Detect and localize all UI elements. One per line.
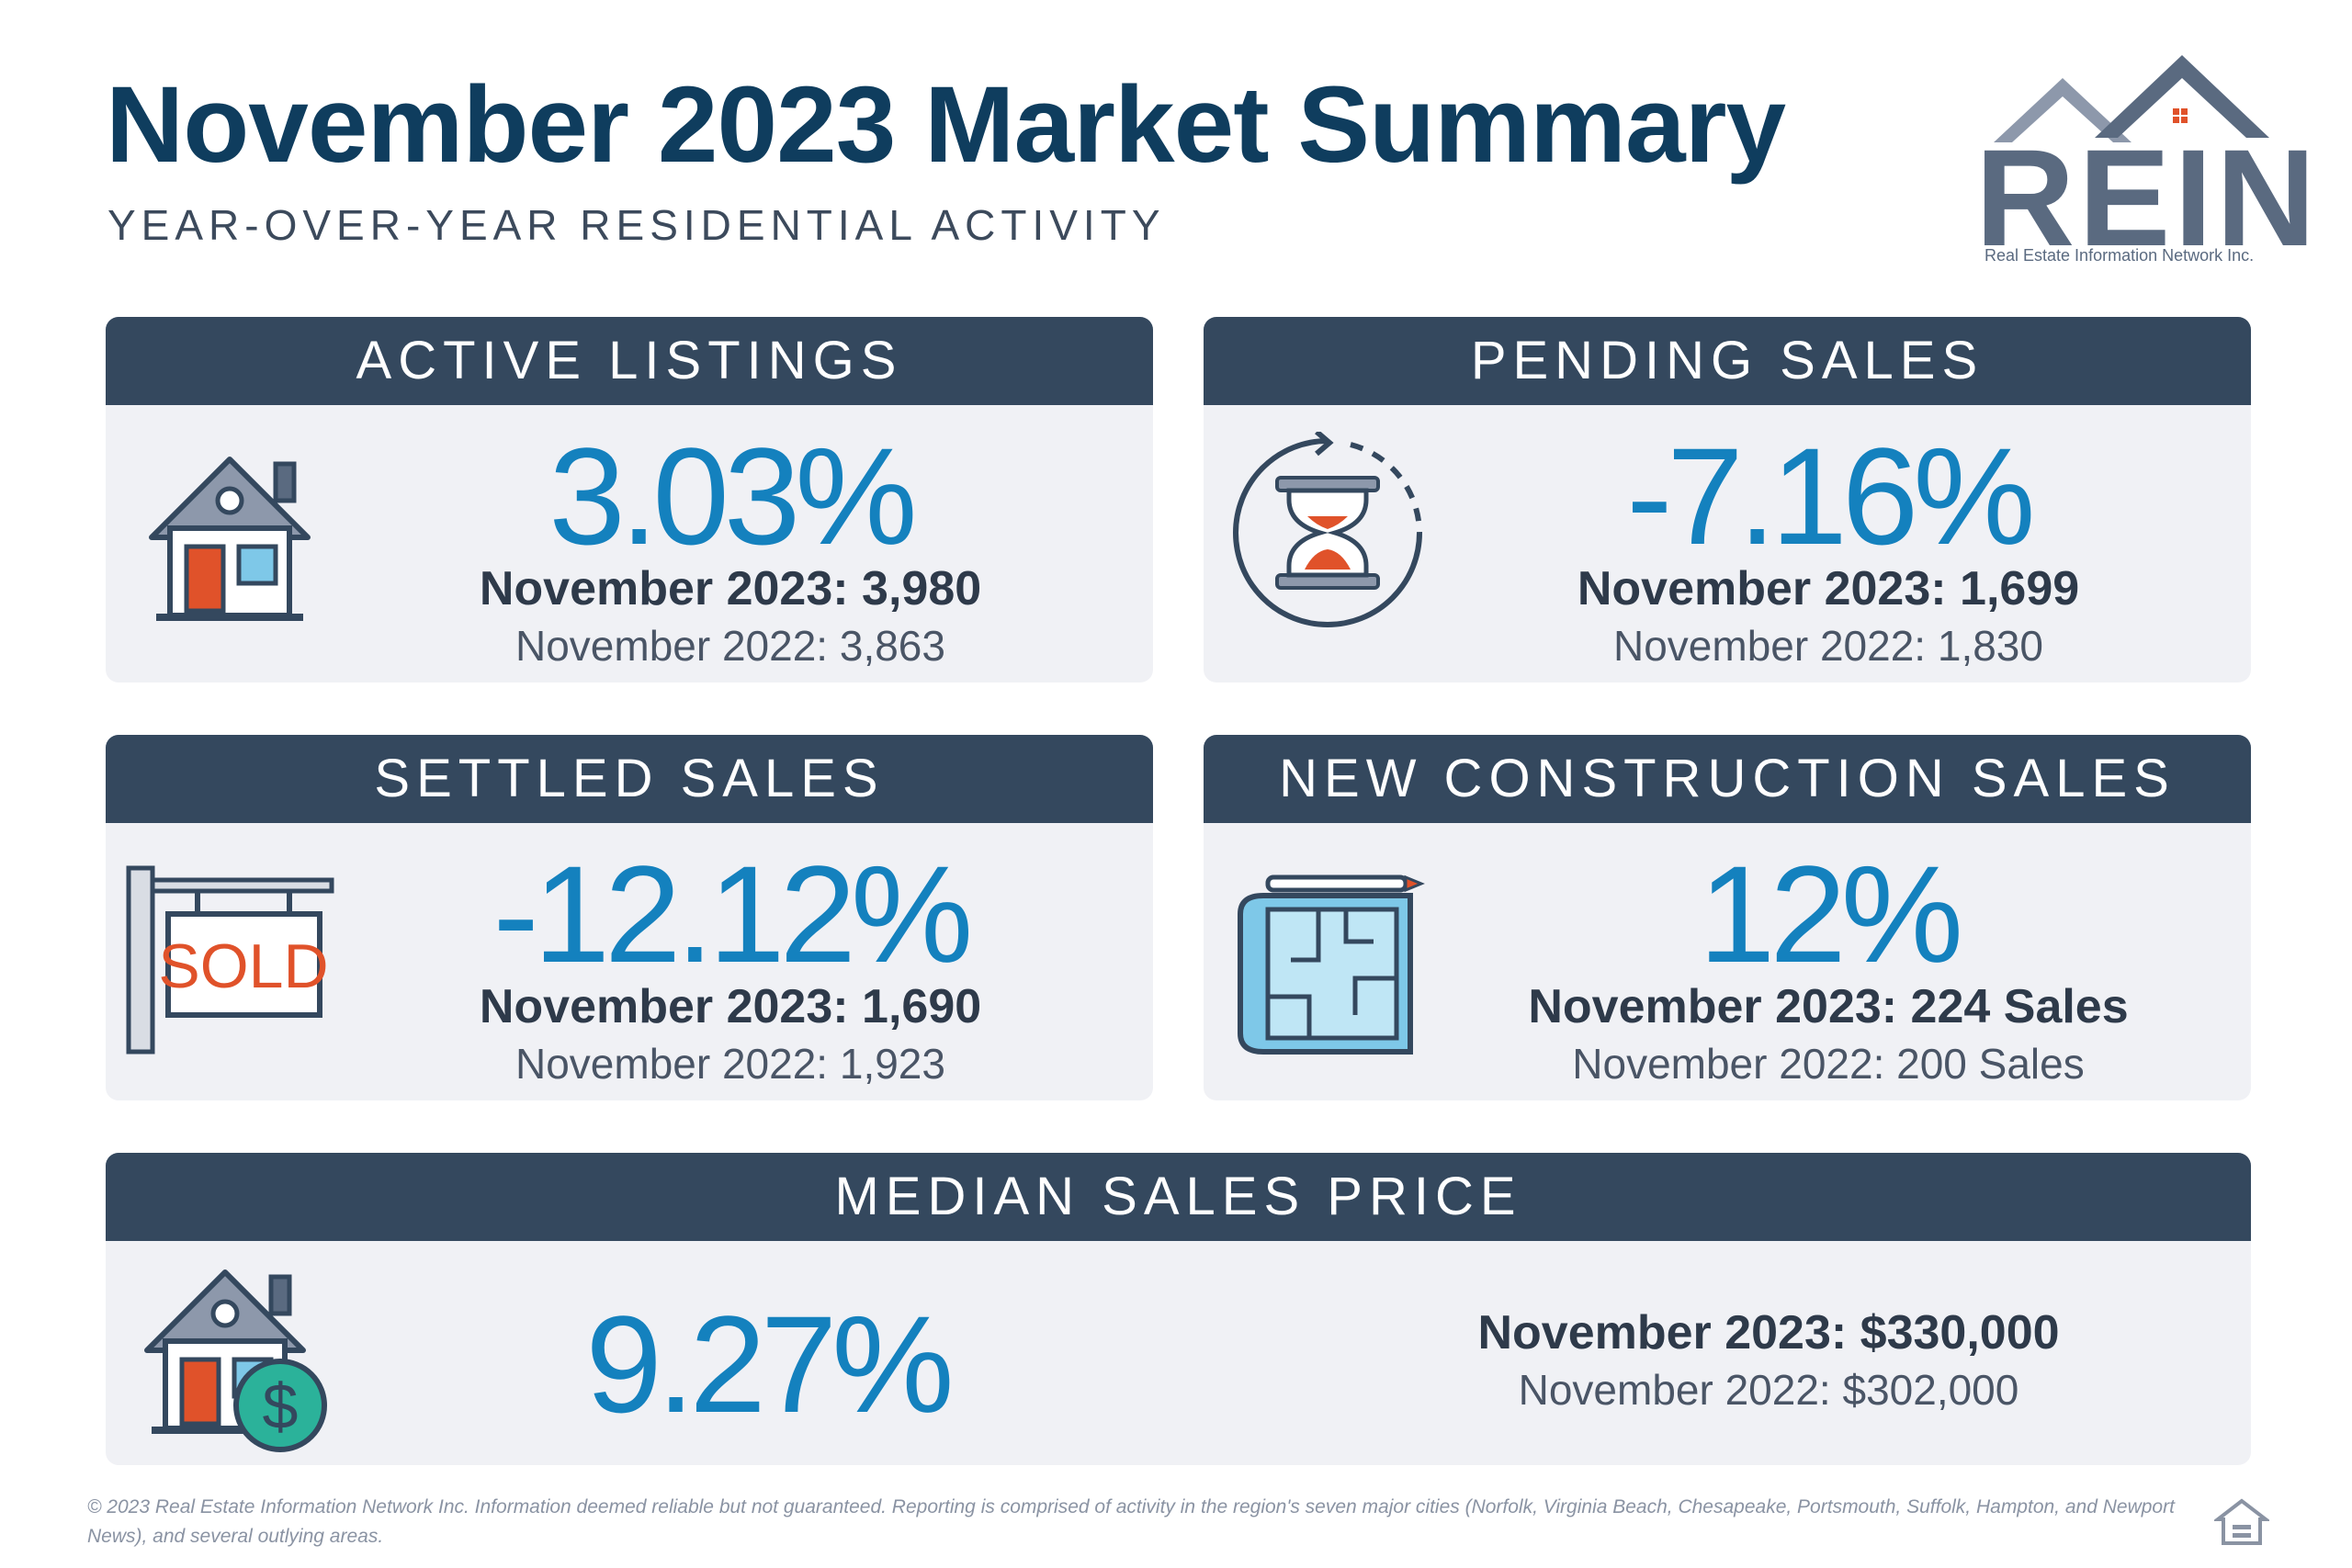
svg-text:$: $ <box>263 1371 299 1442</box>
change-percent: 3.03% <box>548 419 917 573</box>
previous-value: November 2022: 200 Sales <box>1572 1040 2085 1088</box>
house-icon <box>149 457 311 621</box>
page-title: November 2023 Market Summary <box>106 64 1786 186</box>
equal-housing-icon <box>2214 1498 2269 1545</box>
hourglass-icon <box>1233 432 1422 627</box>
logo-wordmark: REIN <box>1975 120 2320 275</box>
previous-value: November 2022: 3,863 <box>515 622 945 670</box>
footer-disclaimer: © 2023 Real Estate Information Network I… <box>87 1496 2175 1547</box>
card-title: PENDING SALES <box>1204 317 2251 405</box>
current-value: November 2023: 3,980 <box>479 562 982 615</box>
sold-sign-icon: SOLD <box>126 865 334 1055</box>
current-value: November 2023: 1,690 <box>479 980 982 1033</box>
sold-sign-text: SOLD <box>158 931 328 1001</box>
rein-logo-roof-icon <box>1994 55 2269 142</box>
card-new-construction-sales: NEW CONSTRUCTION SALES 12% November 2023… <box>1204 735 2251 1100</box>
card-pending-sales: PENDING SALES -7.16% November 2023: 1,69… <box>1204 317 2251 682</box>
blueprint-icon <box>1238 874 1425 1055</box>
card-title: NEW CONSTRUCTION SALES <box>1204 735 2251 823</box>
card-settled-sales: SETTLED SALES SOLD -12.12% November 2023… <box>106 735 1153 1100</box>
change-percent: -7.16% <box>1626 419 2035 573</box>
change-percent: 9.27% <box>585 1287 954 1441</box>
current-value: November 2023: 1,699 <box>1577 562 2080 615</box>
card-active-listings: ACTIVE LISTINGS 3.03% November 2023: 3,9… <box>106 317 1153 682</box>
logo-subtext: Real Estate Information Network Inc. <box>1984 246 2255 265</box>
card-title: MEDIAN SALES PRICE <box>106 1153 2251 1241</box>
change-percent: 12% <box>1698 837 1963 991</box>
current-value: November 2023: 224 Sales <box>1528 980 2129 1033</box>
current-value: November 2023: $330,000 <box>1477 1306 2060 1359</box>
previous-value: November 2022: 1,830 <box>1613 622 2043 670</box>
card-median-sales-price: MEDIAN SALES PRICE $ 9.27% November 2023… <box>106 1153 2251 1465</box>
page-subtitle: YEAR-OVER-YEAR RESIDENTIAL ACTIVITY <box>107 201 1166 249</box>
card-title: SETTLED SALES <box>106 735 1153 823</box>
house-dollar-icon: $ <box>144 1269 327 1452</box>
change-percent: -12.12% <box>492 837 974 991</box>
previous-value: November 2022: $302,000 <box>1518 1366 2019 1414</box>
previous-value: November 2022: 1,923 <box>515 1040 945 1088</box>
card-title: ACTIVE LISTINGS <box>106 317 1153 405</box>
